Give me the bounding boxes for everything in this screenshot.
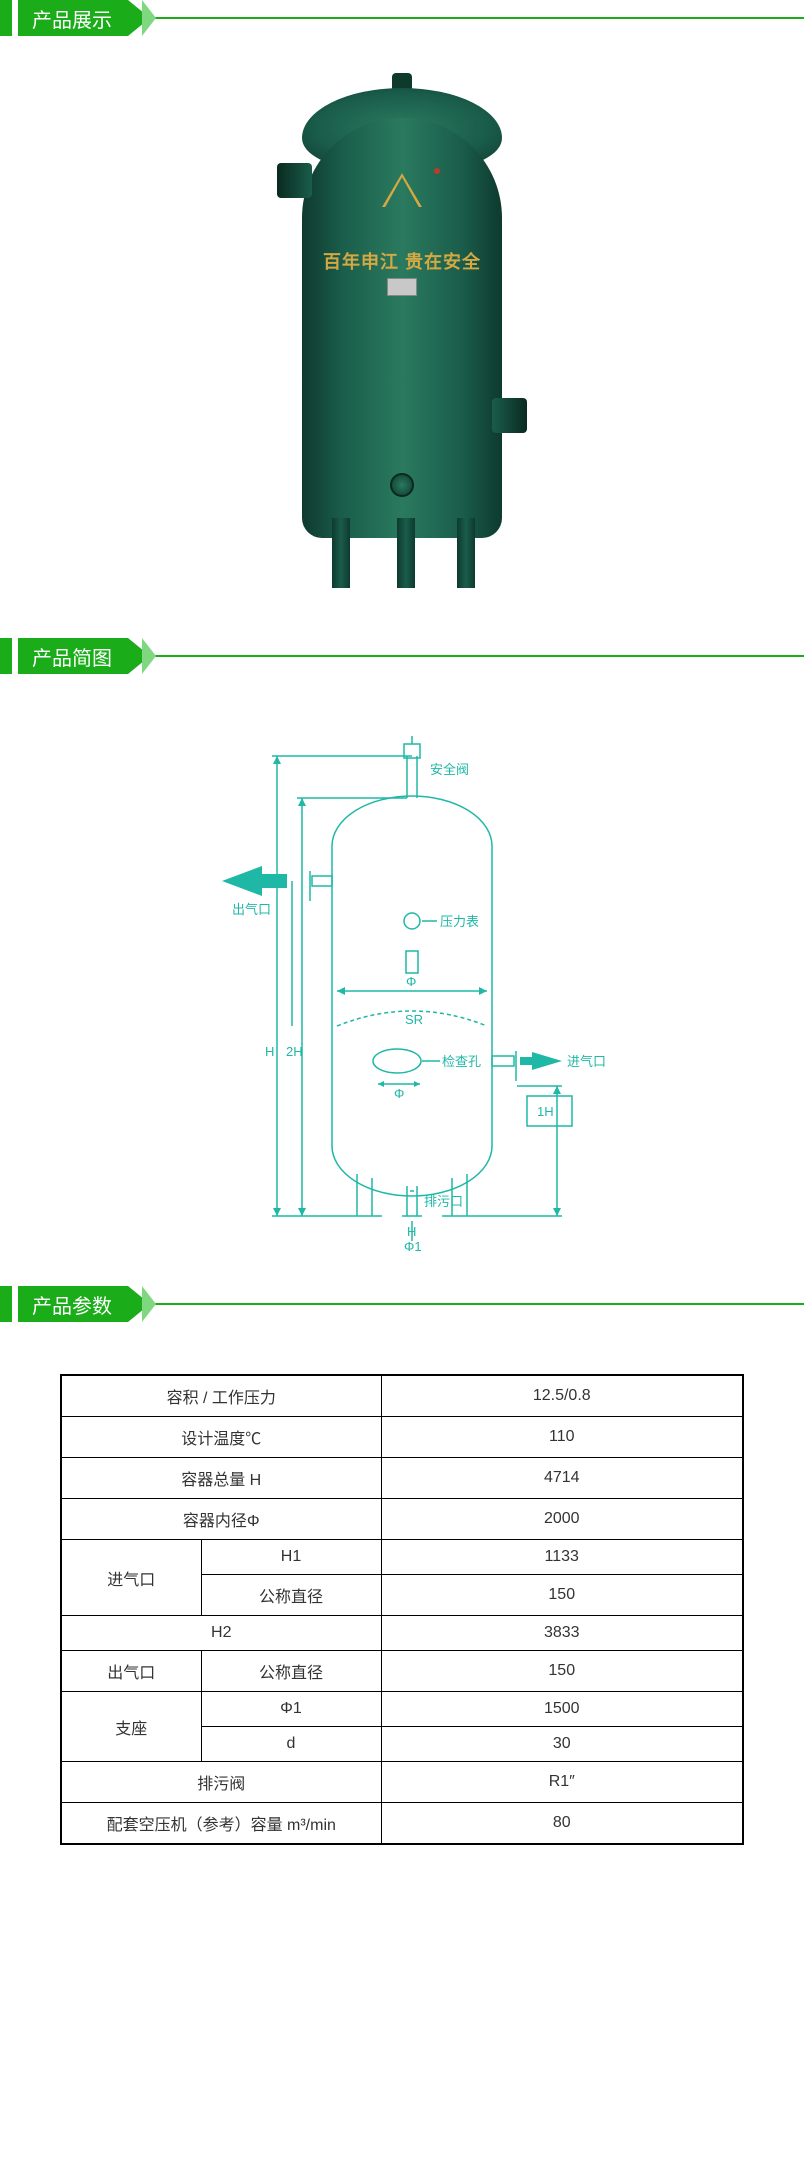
table-row: 进气口 H1 1133 — [61, 1540, 743, 1575]
param-value: 30 — [381, 1727, 743, 1762]
param-value: 150 — [381, 1651, 743, 1692]
param-label: H2 — [61, 1616, 381, 1651]
label-outlet: 出气口 — [232, 902, 271, 917]
tank-leg — [457, 518, 475, 588]
tank-registered-mark — [434, 168, 440, 174]
param-value: 12.5/0.8 — [381, 1375, 743, 1417]
param-sublabel: d — [201, 1727, 381, 1762]
param-value: 4714 — [381, 1458, 743, 1499]
label-2H: 2H — [286, 1044, 303, 1059]
tank-schematic-diagram: 安全阀 出气口 压力表 Φ SR 检查孔 Φ 进气口 — [162, 726, 642, 1266]
table-row: 容器总量 H 4714 — [61, 1458, 743, 1499]
header-label-wrap: 产品简图 — [18, 638, 156, 674]
section-title: 产品展示 — [18, 0, 128, 36]
table-row: H2 3833 — [61, 1616, 743, 1651]
chevron-light-icon — [142, 638, 156, 674]
param-sublabel: 公称直径 — [201, 1575, 381, 1616]
chevron-light-icon — [142, 1286, 156, 1322]
param-value: 3833 — [381, 1616, 743, 1651]
label-inlet: 进气口 — [567, 1054, 606, 1069]
param-value: 150 — [381, 1575, 743, 1616]
header-accent-block — [0, 0, 12, 36]
table-row: 容积 / 工作压力 12.5/0.8 — [61, 1375, 743, 1417]
tank-slogan: 百年申江 贵在安全 — [312, 248, 492, 274]
header-rule — [154, 1303, 804, 1305]
label-H: H — [265, 1044, 274, 1059]
param-sublabel: H1 — [201, 1540, 381, 1575]
tank-leg — [332, 518, 350, 588]
param-value: 1133 — [381, 1540, 743, 1575]
params-section: 容积 / 工作压力 12.5/0.8 设计温度℃ 110 容器总量 H 4714… — [0, 1324, 804, 1925]
product-photo-section: 百年申江 贵在安全 — [0, 38, 804, 638]
label-H-bottom: H — [407, 1224, 416, 1239]
header-label-wrap: 产品展示 — [18, 0, 156, 36]
param-group: 进气口 — [61, 1540, 201, 1616]
section-header-diagram: 产品简图 — [0, 638, 804, 674]
param-value: 2000 — [381, 1499, 743, 1540]
tank-inspection-port — [390, 473, 414, 497]
params-table: 容积 / 工作压力 12.5/0.8 设计温度℃ 110 容器总量 H 4714… — [60, 1374, 744, 1845]
label-drain: 排污口 — [424, 1194, 463, 1209]
table-row: 设计温度℃ 110 — [61, 1417, 743, 1458]
table-row: 排污阀 R1″ — [61, 1762, 743, 1803]
param-group: 出气口 — [61, 1651, 201, 1692]
label-sr: SR — [405, 1012, 423, 1027]
label-inspection: 检查孔 — [442, 1054, 481, 1069]
section-header-display: 产品展示 — [0, 0, 804, 36]
param-sublabel: 公称直径 — [201, 1651, 381, 1692]
arrow-inlet-icon — [520, 1052, 562, 1070]
section-title: 产品参数 — [18, 1286, 128, 1322]
param-label: 配套空压机（参考）容量 m³/min — [61, 1803, 381, 1845]
header-accent-block — [0, 1286, 12, 1322]
param-label: 容器总量 H — [61, 1458, 381, 1499]
label-safety-valve: 安全阀 — [430, 762, 469, 777]
table-row: 支座 Φ1 1500 — [61, 1692, 743, 1727]
param-label: 容器内径Φ — [61, 1499, 381, 1540]
tank-outlet-flange — [277, 163, 312, 198]
section-title: 产品简图 — [18, 638, 128, 674]
param-group: 支座 — [61, 1692, 201, 1762]
param-value: R1″ — [381, 1762, 743, 1803]
param-label: 排污阀 — [61, 1762, 381, 1803]
param-sublabel: Φ1 — [201, 1692, 381, 1727]
tank-leg — [397, 518, 415, 588]
tank-photo: 百年申江 贵在安全 — [242, 78, 562, 598]
label-pressure-gauge: 压力表 — [440, 914, 479, 929]
label-phi1: Φ1 — [404, 1239, 422, 1254]
section-header-params: 产品参数 — [0, 1286, 804, 1322]
param-label: 容积 / 工作压力 — [61, 1375, 381, 1417]
param-value: 80 — [381, 1803, 743, 1845]
diagram-section: 安全阀 出气口 压力表 Φ SR 检查孔 Φ 进气口 — [0, 676, 804, 1286]
label-phi: Φ — [406, 974, 416, 989]
table-row: 出气口 公称直径 150 — [61, 1651, 743, 1692]
header-accent-block — [0, 638, 12, 674]
tank-inlet-flange — [492, 398, 527, 433]
table-row: 配套空压机（参考）容量 m³/min 80 — [61, 1803, 743, 1845]
header-rule — [154, 655, 804, 657]
tank-nameplate — [387, 278, 417, 296]
label-1H: 1H — [537, 1104, 554, 1119]
header-rule — [154, 17, 804, 19]
table-row: 容器内径Φ 2000 — [61, 1499, 743, 1540]
param-value: 110 — [381, 1417, 743, 1458]
chevron-light-icon — [142, 0, 156, 36]
param-label: 设计温度℃ — [61, 1417, 381, 1458]
header-label-wrap: 产品参数 — [18, 1286, 156, 1322]
tank-logo-icon — [382, 173, 422, 209]
label-small-phi: Φ — [394, 1086, 404, 1101]
param-value: 1500 — [381, 1692, 743, 1727]
